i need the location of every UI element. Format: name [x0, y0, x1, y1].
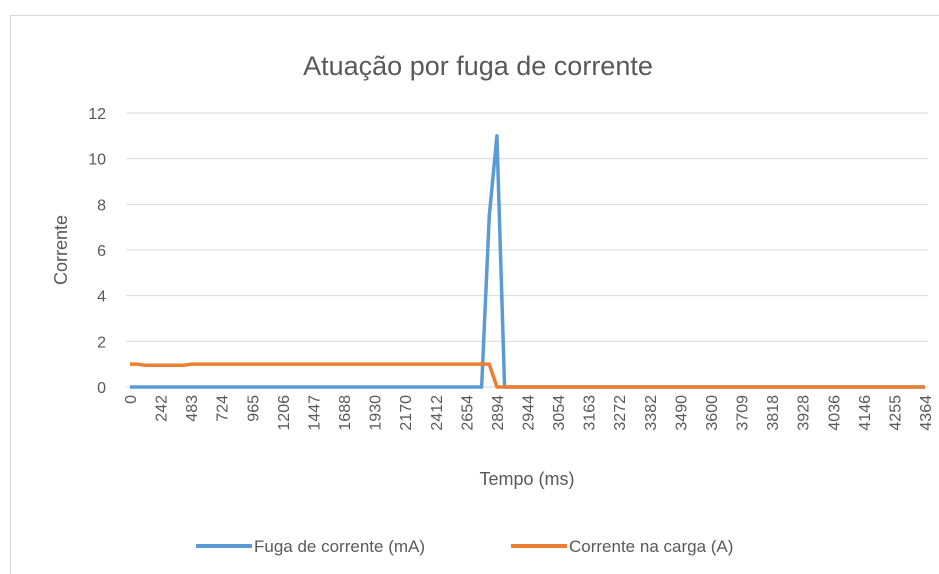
x-tick-label: 3818 — [765, 395, 782, 431]
x-axis-title: Tempo (ms) — [479, 469, 574, 489]
x-tick-label: 1930 — [368, 395, 385, 431]
y-tick-label: 8 — [97, 197, 106, 214]
x-tick-label: 1688 — [337, 395, 354, 431]
x-tick-label: 483 — [184, 395, 201, 422]
x-tick-label: 2944 — [521, 395, 538, 431]
x-tick-label: 2894 — [490, 395, 507, 431]
x-tick-label: 4255 — [887, 395, 904, 431]
y-axis-title: Corrente — [51, 215, 71, 285]
y-tick-label: 10 — [88, 152, 106, 169]
x-tick-label: 4364 — [918, 395, 935, 431]
y-tick-label: 6 — [97, 243, 106, 260]
x-tick-label: 3600 — [704, 395, 721, 431]
x-tick-label: 4146 — [857, 395, 874, 431]
x-tick-label: 3928 — [796, 395, 813, 431]
x-tick-label: 0 — [123, 395, 140, 404]
x-tick-label: 724 — [215, 395, 232, 422]
x-tick-label: 4036 — [826, 395, 843, 431]
x-tick-label: 1447 — [306, 395, 323, 431]
x-tick-label: 2170 — [398, 395, 415, 431]
x-tick-label: 2412 — [429, 395, 446, 431]
x-tick-label: 3709 — [735, 395, 752, 431]
x-tick-label: 242 — [154, 395, 171, 422]
x-tick-label: 3163 — [582, 395, 599, 431]
x-tick-label: 3054 — [551, 395, 568, 431]
x-tick-label: 3490 — [673, 395, 690, 431]
chart-border — [10, 15, 939, 574]
series-line — [130, 362, 925, 389]
x-tick-label: 3272 — [612, 395, 629, 431]
x-tick-label: 2654 — [459, 395, 476, 431]
x-tick-label: 965 — [245, 395, 262, 422]
y-tick-label: 2 — [97, 334, 106, 351]
legend-label: Fuga de corrente (mA) — [254, 537, 425, 556]
chart-title: Atuação por fuga de corrente — [303, 51, 653, 81]
x-tick-label: 1206 — [276, 395, 293, 431]
y-tick-label: 12 — [88, 106, 106, 123]
legend-label: Corrente na carga (A) — [569, 537, 733, 556]
x-tick-label: 3382 — [643, 395, 660, 431]
y-tick-label: 4 — [97, 289, 106, 306]
y-tick-label: 0 — [97, 380, 106, 397]
